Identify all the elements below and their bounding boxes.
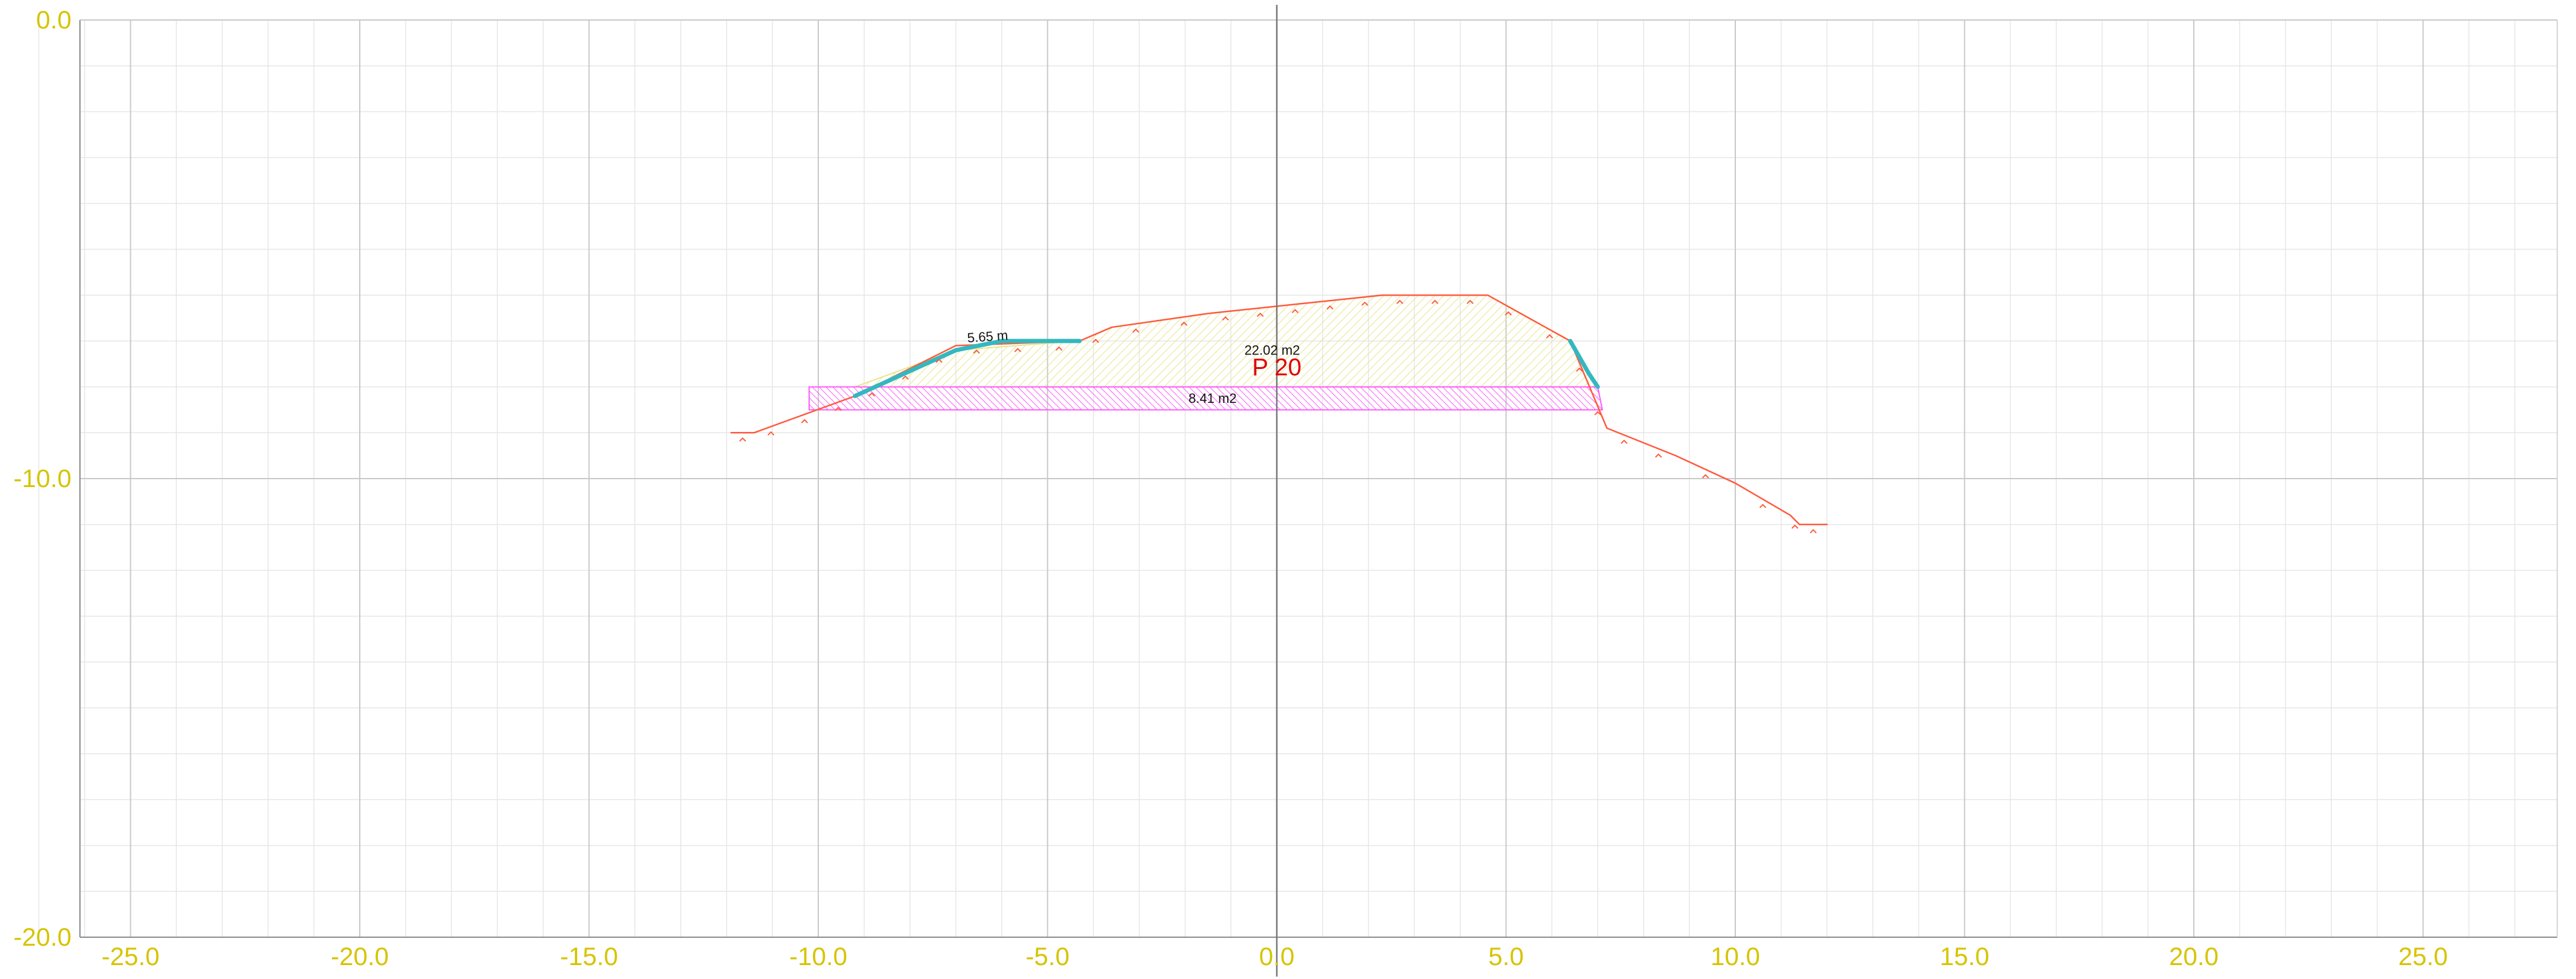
ground-marker — [1594, 411, 1601, 416]
cut-area-label: 8.41 m2 — [1188, 391, 1237, 406]
x-tick-label: 10.0 — [1710, 942, 1760, 971]
x-tick-label: 20.0 — [2169, 942, 2219, 971]
ground-marker — [1620, 439, 1628, 444]
design-surface-right-line — [1568, 339, 1600, 390]
ground-marker — [1505, 311, 1512, 316]
ground-marker — [1092, 339, 1099, 343]
x-tick-label: -25.0 — [102, 942, 160, 971]
x-tick-label: 15.0 — [1940, 942, 1990, 971]
ground-marker — [835, 407, 842, 411]
ground-marker — [1014, 348, 1022, 353]
ground-marker — [973, 349, 980, 354]
ground-marker — [1326, 305, 1334, 310]
ground-marker — [935, 358, 943, 363]
x-tick-label: 25.0 — [2399, 942, 2448, 971]
y-axis-ticks: 0.0 -10.0 -20.0 — [13, 5, 71, 951]
ground-marker — [1222, 316, 1229, 321]
cut-area-hatch — [808, 386, 1603, 411]
x-tick-label: 5.0 — [1488, 942, 1523, 971]
x-axis-ticks: -25.0 -20.0 -15.0 -10.0 -5.0 0.0 5.0 10.0 15.0 20… — [102, 942, 2448, 971]
ground-marker — [739, 437, 746, 442]
ground-marker — [1546, 334, 1554, 339]
ground-marker — [1396, 299, 1403, 304]
ground-marker — [1055, 346, 1063, 351]
ground-marker — [1655, 453, 1662, 458]
ground-marker — [1575, 367, 1583, 372]
x-tick-label: -20.0 — [331, 942, 389, 971]
ground-marker — [902, 375, 909, 380]
y-tick-label: -20.0 — [13, 923, 71, 951]
ground-marker — [1791, 524, 1799, 529]
ground-marker — [1431, 299, 1439, 304]
section-lines — [730, 294, 1828, 525]
ground-marker — [767, 431, 775, 436]
x-tick-label: -10.0 — [789, 942, 847, 971]
design-surface-line — [853, 339, 1082, 399]
ground-marker — [1809, 529, 1817, 534]
section-areas — [808, 294, 1603, 411]
y-tick-label: -10.0 — [13, 464, 71, 493]
section-name-label: P 20 — [1252, 354, 1302, 381]
top-width-label: 5.65 m — [967, 328, 1008, 346]
profile-markers — [739, 299, 1817, 534]
ground-marker — [1132, 328, 1139, 333]
ground-marker — [1466, 299, 1474, 304]
ground-marker — [1361, 301, 1369, 306]
x-tick-label: -5.0 — [1025, 942, 1069, 971]
x-tick-label: -15.0 — [560, 942, 618, 971]
fill-area-label: 22.02 m2 — [1245, 343, 1300, 358]
ground-marker — [868, 392, 876, 397]
ground-marker — [1291, 308, 1299, 314]
x-tick-label: 0.0 — [1259, 942, 1294, 971]
ground-marker — [1759, 503, 1767, 508]
y-tick-label: 0.0 — [36, 5, 71, 34]
ground-marker — [1702, 474, 1709, 479]
annotations: 22.02 m2 P 20 8.41 m2 5.65 m — [967, 328, 1302, 406]
ground-marker — [1257, 312, 1264, 317]
ground-marker — [801, 419, 808, 423]
ground-marker — [1180, 321, 1188, 326]
